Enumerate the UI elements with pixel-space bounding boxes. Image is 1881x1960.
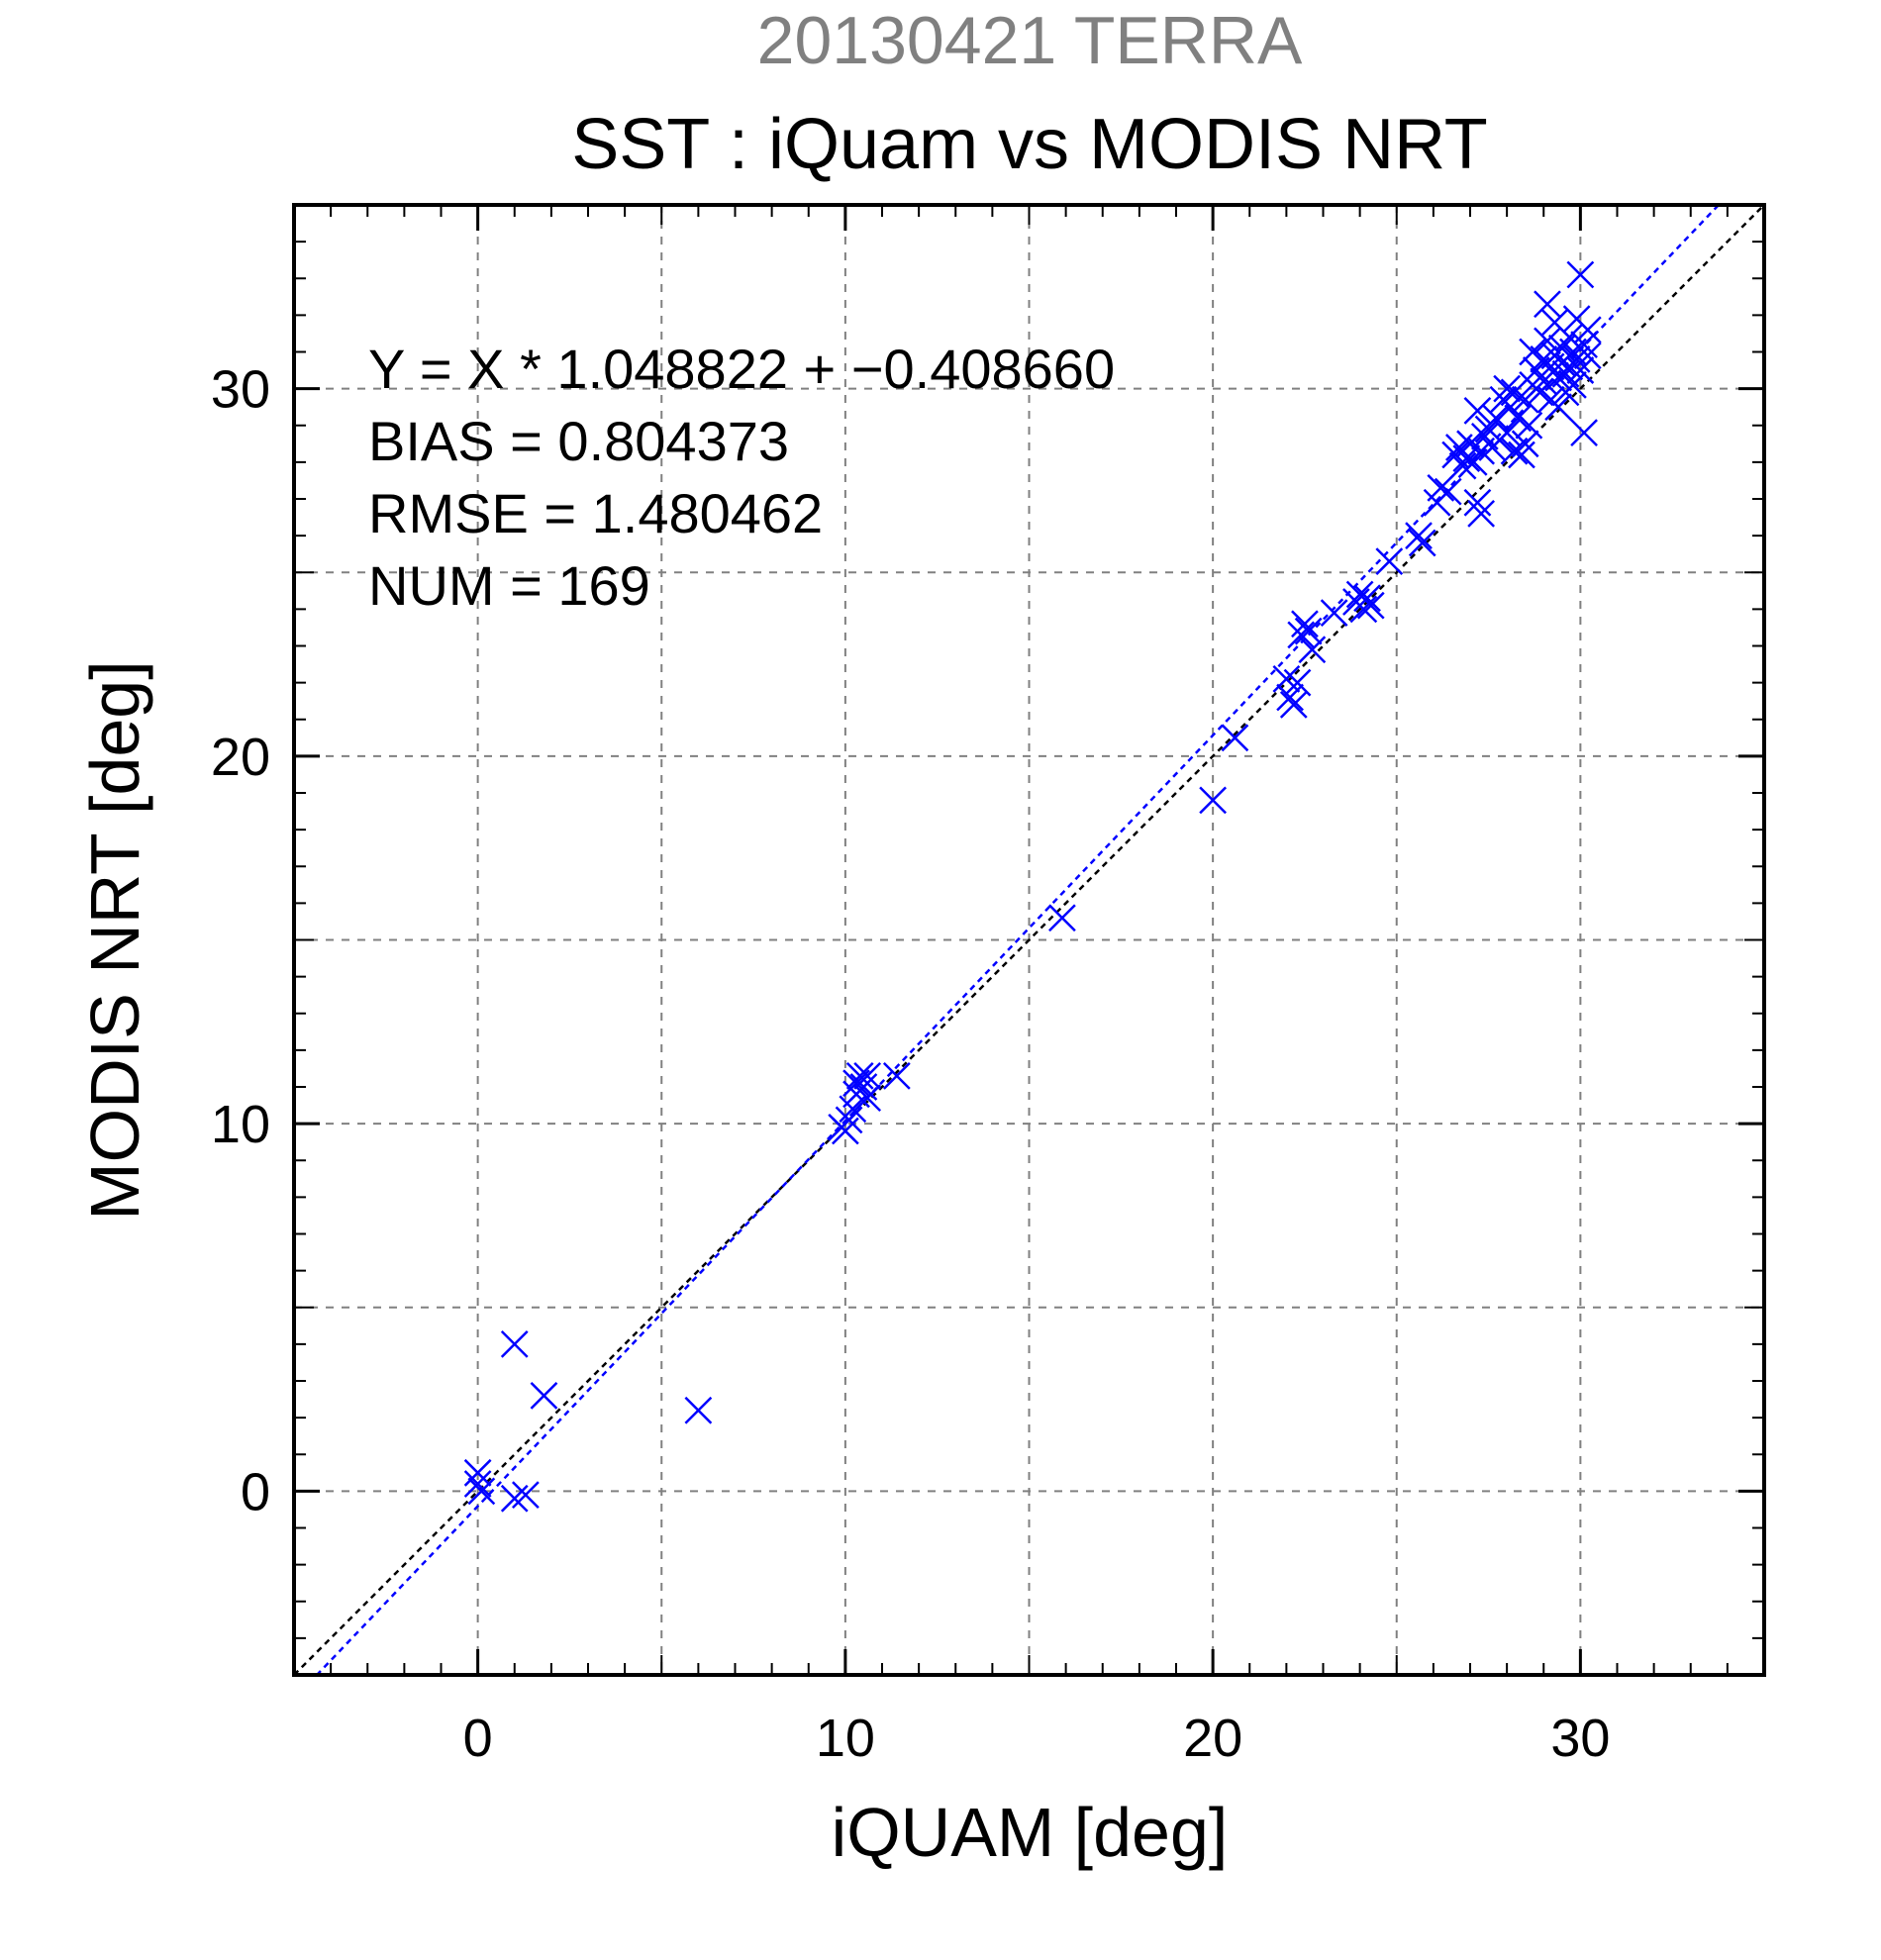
data-point xyxy=(1427,473,1455,502)
data-point xyxy=(1356,591,1385,620)
y-tick-label: 0 xyxy=(241,1462,270,1521)
data-point xyxy=(1221,724,1249,752)
data-point xyxy=(1283,668,1312,697)
data-point xyxy=(1349,595,1378,624)
stats-annotation: BIAS = 0.804373 xyxy=(368,410,789,472)
data-point xyxy=(1467,499,1496,528)
data-point xyxy=(500,1484,529,1513)
x-tick-label: 10 xyxy=(816,1709,875,1768)
y-tick-label: 10 xyxy=(211,1095,270,1154)
data-point xyxy=(1463,397,1492,425)
data-point xyxy=(1534,290,1561,319)
y-axis-label: MODIS NRT [deg] xyxy=(76,660,153,1220)
data-point xyxy=(1566,260,1595,289)
data-point xyxy=(1287,621,1316,649)
x-tick-label: 0 xyxy=(463,1709,493,1768)
data-point xyxy=(831,1117,859,1145)
data-point xyxy=(512,1481,540,1509)
stats-annotations: Y = X * 1.048822 + −0.408660 BIAS = 0.804… xyxy=(368,338,1115,617)
data-point xyxy=(1463,488,1492,517)
data-point xyxy=(1272,665,1301,693)
data-point xyxy=(1405,522,1433,550)
stats-annotation: NUM = 169 xyxy=(368,554,650,617)
data-point xyxy=(1570,419,1598,447)
data-point xyxy=(463,1458,492,1487)
data-point xyxy=(1291,610,1319,638)
tick-labels: 0 10 20 30 0 10 20 30 xyxy=(211,360,1610,1768)
data-point xyxy=(1493,419,1522,447)
stats-annotation: RMSE = 1.480462 xyxy=(368,482,823,544)
x-axis-label: iQUAM [deg] xyxy=(832,1794,1229,1871)
data-point xyxy=(467,1477,496,1506)
x-tick-label: 20 xyxy=(1183,1709,1242,1768)
y-tick-label: 30 xyxy=(211,360,270,420)
data-point xyxy=(500,1329,529,1358)
chart-title: SST : iQuam vs MODIS NRT xyxy=(571,105,1488,184)
data-points xyxy=(463,260,1602,1513)
data-point xyxy=(1199,786,1228,815)
data-point xyxy=(1559,371,1587,399)
plot-frame xyxy=(292,203,1766,1677)
data-point xyxy=(853,1061,882,1090)
data-point xyxy=(845,1061,874,1090)
data-point xyxy=(1566,356,1595,384)
data-point xyxy=(1448,451,1477,480)
data-point xyxy=(1320,599,1348,627)
data-point xyxy=(1353,584,1381,613)
data-point xyxy=(1493,374,1522,403)
data-point xyxy=(1508,441,1535,469)
data-point xyxy=(684,1396,713,1424)
chart-suptitle: 20130421 TERRA xyxy=(757,3,1303,78)
data-point xyxy=(1562,345,1591,373)
data-point xyxy=(1294,617,1323,645)
data-point xyxy=(835,1106,863,1134)
data-point xyxy=(1515,411,1543,440)
data-point xyxy=(463,1470,492,1498)
y-tick-label: 20 xyxy=(211,728,270,787)
data-point xyxy=(853,1084,882,1113)
stats-annotation: Y = X * 1.048822 + −0.408660 xyxy=(368,338,1115,400)
data-point xyxy=(1375,547,1404,575)
data-point xyxy=(849,1073,878,1101)
data-point xyxy=(1276,683,1304,712)
data-point xyxy=(1511,430,1539,458)
data-point xyxy=(1298,636,1327,664)
data-point xyxy=(1573,342,1602,370)
data-point xyxy=(882,1061,911,1090)
data-point xyxy=(1544,393,1572,422)
data-point xyxy=(1434,477,1462,506)
data-point xyxy=(1408,529,1436,557)
data-point xyxy=(530,1381,558,1410)
x-tick-label: 30 xyxy=(1550,1709,1610,1768)
data-point xyxy=(1573,316,1602,344)
data-point xyxy=(1048,904,1076,932)
